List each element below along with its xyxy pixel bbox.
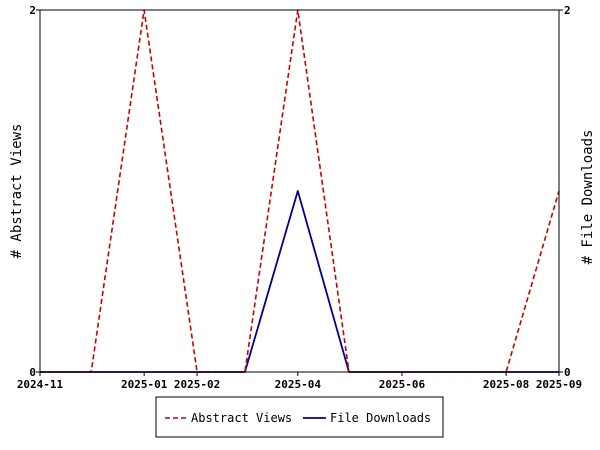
x-tick-label: 2025-09 — [536, 378, 582, 391]
y-right-tick-label: 0 — [564, 366, 571, 379]
y-left-tick-label: 0 — [29, 366, 36, 379]
plot-frame — [39, 9, 560, 373]
legend-label-abstract-views: Abstract Views — [191, 411, 292, 425]
x-tick-label: 2025-08 — [483, 378, 529, 391]
legend-box — [155, 396, 444, 438]
x-tick-label: 2025-01 — [121, 378, 168, 391]
x-tick-label: 2024-11 — [17, 378, 64, 391]
y-left-tick-label: 2 — [29, 4, 36, 17]
x-tick-label: 2025-06 — [379, 378, 426, 391]
series-line-file-downloads — [40, 190, 559, 373]
legend-label-file-downloads: File Downloads — [330, 411, 431, 425]
ticks-layer: 2024-11 2025-01 2025-02 2025-04 2025-06 2025-… — [17, 4, 582, 391]
legend: Abstract Views File Downloads — [155, 396, 444, 438]
y-axis-left-title: # Abstract Views — [9, 124, 25, 259]
y-right-tick-label: 2 — [564, 4, 571, 17]
x-tick-label: 2025-04 — [275, 378, 322, 391]
series-layer — [40, 9, 560, 373]
series-line-abstract-views — [40, 9, 560, 373]
x-tick-label: 2025-02 — [174, 378, 220, 391]
y-axis-right-title: # File Downloads — [580, 130, 596, 265]
